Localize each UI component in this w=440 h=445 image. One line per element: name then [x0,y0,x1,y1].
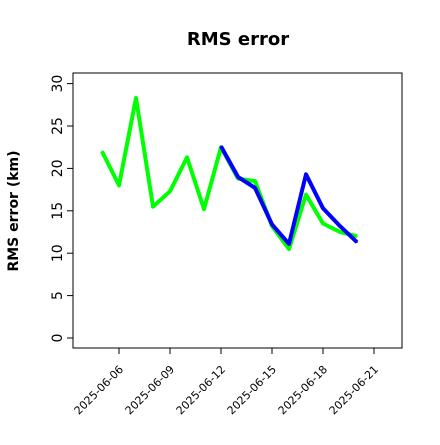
data-point [220,145,222,148]
x-tick-label: 2025-06-09 [123,363,177,417]
y-tick-label: 25 [50,117,66,135]
x-tick-label: 2025-06-06 [72,363,126,417]
series-line-1 [100,96,358,251]
data-point [322,222,324,225]
x-tick-label: 2025-06-18 [276,363,330,417]
data-point [254,187,256,189]
y-tick-label: 20 [50,159,66,177]
y-tick-label: 30 [50,75,66,93]
data-point [186,156,188,159]
data-point [203,208,205,210]
data-point [305,173,307,176]
data-point [169,190,171,193]
x-tick-label: 2025-06-12 [174,363,228,417]
data-point [101,150,103,153]
data-point [356,235,358,238]
data-point [339,231,341,233]
data-point [322,207,324,210]
y-tick-label: 0 [50,334,66,343]
data-point [254,180,256,182]
data-point [152,205,154,208]
chart-title: RMS error [187,29,289,50]
data-point [288,248,290,250]
x-tick-label: 2025-06-21 [327,363,381,417]
data-point [356,241,358,243]
data-point [271,223,273,226]
series-lines [100,96,359,251]
y-tick-label: 15 [50,202,66,220]
data-point [288,243,290,245]
plot-frame [72,72,403,349]
x-tick-label: 2025-06-15 [225,363,279,417]
data-point [237,176,239,178]
y-tick-label: 5 [50,291,66,300]
y-tick-label: 10 [50,244,66,262]
axes: 0510152025302025-06-062025-06-092025-06-… [50,75,381,418]
data-point [339,225,341,227]
data-point [118,184,120,187]
data-point [135,97,137,99]
y-axis-label: RMS error (km) [6,150,22,271]
data-point [305,193,307,196]
